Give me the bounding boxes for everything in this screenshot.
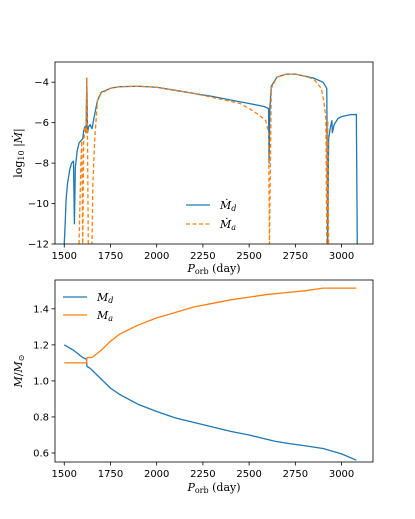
p1-frame bbox=[54, 61, 374, 245]
p1-xtick-label: 1750 bbox=[98, 251, 123, 262]
p2-legend-ma-label: Ma bbox=[96, 309, 113, 323]
p1-xtick-label: 1500 bbox=[52, 251, 77, 262]
p2-ytick-label: 1.2 bbox=[33, 340, 49, 351]
p1-legend: Ṁd Ṁa bbox=[186, 198, 236, 232]
p2-series-ma-1 bbox=[64, 287, 357, 364]
p1-legend-ma-label: Ṁa bbox=[219, 217, 236, 232]
p1-xtick-label: 3000 bbox=[329, 251, 354, 262]
p2-ytick-label: 1.4 bbox=[33, 304, 49, 315]
p2-xtick-label: 2500 bbox=[236, 469, 261, 480]
p2-legend: Md Ma bbox=[63, 291, 113, 323]
p2-series-group bbox=[63, 287, 357, 461]
p2-xtick-label: 2250 bbox=[190, 469, 215, 480]
p2-xtick-label: 2000 bbox=[144, 469, 169, 480]
p2-ytick-label: 1.0 bbox=[33, 376, 49, 387]
mass-panel: 1500 1750 2000 2250 2500 2750 3000 0.6 0.8 1.0 1.2… bbox=[12, 279, 374, 495]
p2-series-md-0 bbox=[63, 344, 357, 461]
p1-ytick-label: −4 bbox=[34, 78, 49, 89]
p2-ytick-label: 0.8 bbox=[33, 412, 49, 423]
p1-series-d-0 bbox=[63, 73, 358, 244]
p1-ytick-label: −10 bbox=[28, 199, 49, 210]
p1-ylabel: log10 |Ṁ| bbox=[11, 128, 26, 178]
mass-transfer-rate-panel: 1500 1750 2000 2250 2500 2750 3000 −12 −10 −8 −6 −4… bbox=[11, 61, 374, 276]
p2-legend-md-label: Md bbox=[96, 291, 113, 305]
p1-xtick-label: 2250 bbox=[190, 251, 215, 262]
p2-ylabel: M/M⊙ bbox=[12, 355, 26, 389]
p2-xlabel: Porb (day) bbox=[186, 481, 240, 495]
p1-series-a-1 bbox=[78, 73, 330, 244]
p1-series-group bbox=[63, 73, 358, 244]
p2-ticks: 1500 1750 2000 2250 2500 2750 3000 0.6 0.8 1.0 1.2… bbox=[33, 304, 354, 480]
p2-ytick-label: 0.6 bbox=[33, 448, 49, 459]
p2-xtick-label: 1750 bbox=[98, 469, 123, 480]
p1-xtick-label: 2750 bbox=[283, 251, 308, 262]
p1-ytick-label: −12 bbox=[28, 240, 49, 251]
p2-frame bbox=[54, 279, 374, 463]
p1-legend-md-label: Ṁd bbox=[219, 198, 236, 213]
p1-ytick-label: −6 bbox=[34, 118, 49, 129]
p2-xtick-label: 2750 bbox=[283, 469, 308, 480]
p2-xtick-label: 3000 bbox=[329, 469, 354, 480]
p1-ytick-label: −8 bbox=[34, 159, 49, 170]
p1-xtick-label: 2000 bbox=[144, 251, 169, 262]
p1-xtick-label: 2500 bbox=[236, 251, 261, 262]
p1-xlabel: Porb (day) bbox=[186, 262, 240, 276]
p1-ticks: 1500 1750 2000 2250 2500 2750 3000 −12 −10 −8 −6 −4 bbox=[28, 78, 354, 262]
p2-xtick-label: 1500 bbox=[52, 469, 77, 480]
